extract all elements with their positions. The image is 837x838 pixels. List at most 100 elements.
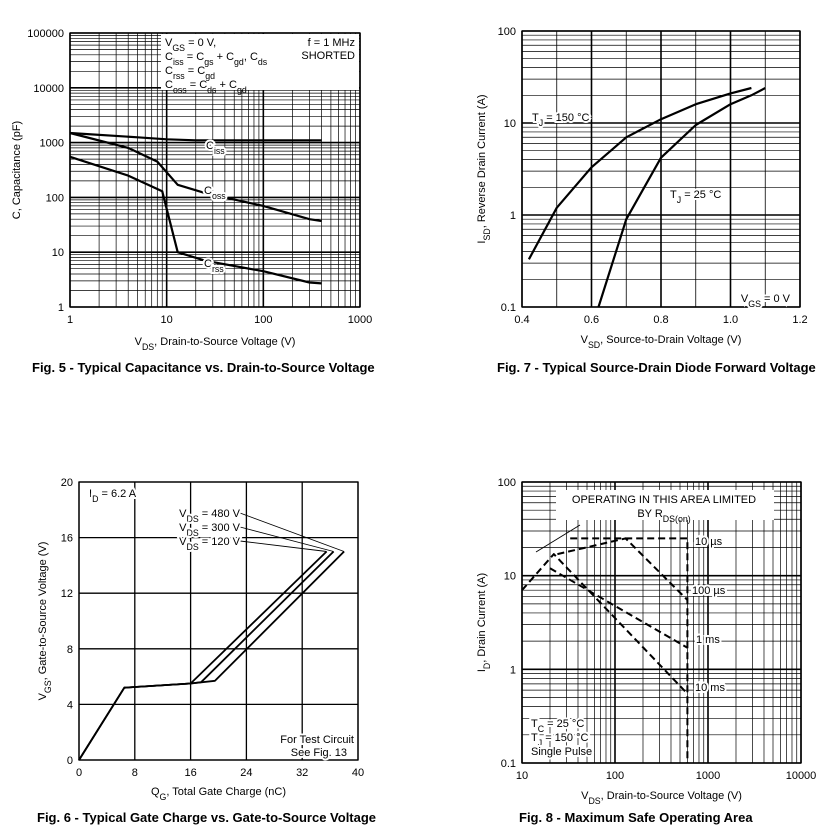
fig5-xtick-label: 10 [161, 314, 173, 326]
fig5-label-crss: Crss [204, 258, 224, 274]
fig7-xtick-label: 1.0 [723, 314, 738, 326]
fig6-caption: Fig. 6 - Typical Gate Charge vs. Gate-to… [37, 810, 377, 825]
fig6-annotation-test-circuit: For Test Circuit [280, 734, 354, 746]
fig6-leader-line [239, 526, 334, 552]
fig7-xtick-label: 0.6 [584, 314, 599, 326]
fig6-label-vds300: VDS = 300 V [179, 522, 241, 538]
fig8-plot-bg [522, 482, 801, 763]
fig8-ytick-label: 1 [510, 664, 516, 676]
fig5-label-coss: Coss [204, 185, 226, 201]
fig7-ytick-label: 0.1 [501, 302, 516, 314]
fig5-legend-box [161, 34, 359, 90]
fig7-ylabel: ISD, Reverse Drain Current (A) [476, 94, 492, 243]
fig7-frame [521, 30, 801, 308]
fig5-series-crss [69, 155, 322, 285]
fig7-xtick-label: 1.2 [792, 314, 807, 326]
fig8-label-10ms: 10 ms [695, 682, 725, 694]
fig8-ytick-label: 0.1 [501, 758, 516, 770]
fig6-label-vds480: VDS = 480 V [179, 508, 241, 524]
fig5-ylabel: C, Capacitance (pF) [11, 121, 23, 219]
fig5-ytick-label: 10 [52, 247, 64, 259]
fig8-annotation-rdson: BY RDS(on) [637, 508, 690, 524]
fig8-caption: Fig. 8 - Maximum Safe Operating Area [519, 810, 753, 825]
fig6-xtick-label: 0 [76, 767, 82, 779]
fig6-annotation-id: ID = 6.2 A [89, 488, 137, 504]
fig6-ytick-label: 8 [67, 644, 73, 656]
fig5-xtick-label: 1000 [348, 314, 372, 326]
fig8-ytick-label: 100 [498, 477, 516, 489]
fig7-series-tj150 [527, 86, 752, 260]
fig7-series-tj25 [597, 87, 766, 308]
fig7-label-tj25: TJ = 25 °C [670, 189, 721, 205]
fig8-annotation-single-pulse: Single Pulse [531, 746, 592, 758]
fig5-series-coss [69, 131, 322, 223]
fig6-xtick-label: 16 [184, 767, 196, 779]
fig6-xtick-label: 32 [296, 767, 308, 779]
fig8-series-10ms [521, 553, 689, 695]
fig8-annotation-operating: OPERATING IN THIS AREA LIMITED [572, 494, 756, 506]
fig6-series-vds480 [78, 550, 345, 761]
fig5-ytick-label: 100 [46, 192, 64, 204]
fig7-ytick-label: 1 [510, 210, 516, 222]
fig5-caption: Fig. 5 - Typical Capacitance vs. Drain-t… [32, 360, 375, 375]
fig6-leader-line [239, 540, 327, 552]
fig5-annotation-shorted: SHORTED [301, 50, 355, 62]
fig6-annotation-see-fig: See Fig. 13 [291, 747, 347, 759]
fig8-xtick-label: 100 [606, 770, 624, 782]
fig6-ytick-label: 4 [67, 699, 73, 711]
fig8-annotation-box [556, 490, 774, 520]
fig5-xtick-label: 1 [67, 314, 73, 326]
fig7-ytick-label: 10 [504, 118, 516, 130]
fig6-ytick-label: 16 [61, 533, 73, 545]
fig6-ytick-label: 0 [67, 755, 73, 767]
fig6-xtick-label: 40 [352, 767, 364, 779]
fig8-xtick-label: 1000 [696, 770, 720, 782]
fig5-ytick-label: 100000 [27, 28, 64, 40]
fig5-xlabel: VDS, Drain-to-Source Voltage (V) [135, 336, 296, 352]
fig6-xtick-label: 24 [240, 767, 252, 779]
fig6-ytick-label: 12 [61, 588, 73, 600]
fig5-frame [69, 32, 361, 308]
fig6-xlabel: QG, Total Gate Charge (nC) [151, 786, 286, 802]
fig8-plot: OPERATING IN THIS AREA LIMITED BY RDS(on)… [521, 481, 802, 764]
fig5-annotation-ciss: Ciss = Cgs + Cgd, Cds [165, 51, 268, 67]
fig8-ytick-label: 10 [504, 571, 516, 583]
fig7-xtick-label: 0.4 [514, 314, 529, 326]
fig7-xlabel: VSD, Source-to-Drain Voltage (V) [581, 334, 742, 350]
fig5-annotation-vgs: VGS = 0 V, [165, 37, 216, 53]
fig7-caption: Fig. 7 - Typical Source-Drain Diode Forw… [497, 360, 816, 375]
fig6-ylabel: VGS, Gate-to-Source Voltage (V) [37, 542, 53, 701]
fig8-label-1ms: 1 ms [696, 634, 720, 646]
fig5-ytick-label: 10000 [33, 83, 64, 95]
fig8-xlabel: VDS, Drain-to-Source Voltage (V) [581, 790, 742, 806]
fig5-annotation-crss: Crss = Cgd [165, 65, 215, 81]
fig5-ytick-label: 1000 [40, 138, 64, 150]
fig6-ytick-label: 20 [61, 477, 73, 489]
fig7-annotation-vgs: VGS = 0 V [741, 293, 791, 309]
fig8-label-10us: 10 µs [695, 536, 723, 548]
fig5-xtick-label: 100 [254, 314, 272, 326]
fig8-xtick-label: 10000 [786, 770, 817, 782]
fig8-series-1ms [549, 567, 688, 649]
fig5-series-ciss [69, 131, 322, 142]
fig8-xtick-label: 10 [516, 770, 528, 782]
fig7-ytick-label: 100 [498, 26, 516, 38]
fig7-label-tj150: TJ = 150 °C [532, 112, 589, 128]
fig6-xtick-label: 8 [132, 767, 138, 779]
fig8-series-100us [557, 537, 689, 601]
fig8-leader-line [535, 524, 581, 553]
fig8-label-100us: 100 µs [692, 585, 726, 597]
fig6-label-vds120: VDS = 120 V [179, 536, 241, 552]
fig5-annotation-coss: Coss = Cds + Cgd [165, 79, 247, 95]
fig7-plot: TJ = 150 °C TJ = 25 °C VGS = 0 V [521, 30, 801, 311]
fig8-annotation-tj: TJ = 150 °C [531, 732, 588, 748]
fig6-plot-bg [79, 482, 358, 760]
fig6-frame [78, 481, 359, 761]
fig8-frame [521, 481, 802, 764]
fig6-leader-line [239, 512, 345, 552]
fig8-annotation-tc: TC = 25 °C [531, 718, 584, 734]
fig8-ylabel: ID, Drain Current (A) [476, 573, 492, 672]
